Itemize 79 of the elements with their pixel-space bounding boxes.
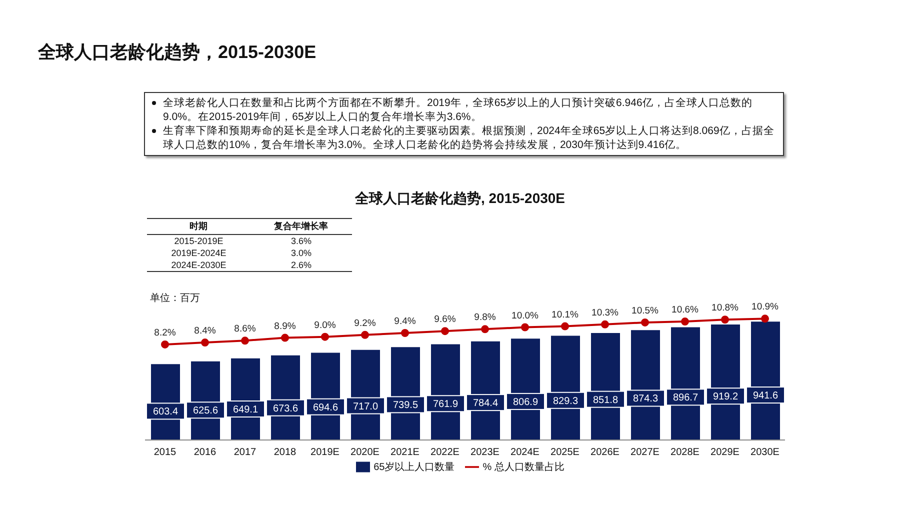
point xyxy=(681,318,689,326)
point xyxy=(161,340,169,348)
data-label: 941.6 xyxy=(752,390,778,402)
data-label: 784.4 xyxy=(472,398,498,410)
data-label: 717.0 xyxy=(352,401,378,412)
x-tick-label: 2017 xyxy=(234,447,257,458)
data-label: 603.4 xyxy=(152,406,178,418)
text: 生育率下降和预期寿命的延长是全球人口老龄化的主要驱动因素。根据预测，2024年全球65岁以上人口将达到8.069亿，占据全球人口总数的10%，复合年增长率为3.0%。全球人口老龄化的趋势将会持续发展，2030年预计达到9.416亿。 xyxy=(163,124,776,152)
data-label: 739.5 xyxy=(392,400,418,412)
data-label: 10.8% xyxy=(712,302,740,314)
point xyxy=(761,314,769,323)
point xyxy=(561,322,569,330)
point xyxy=(481,325,489,334)
data-label: 694.6 xyxy=(312,402,338,414)
x-tick-label: 2020E xyxy=(350,447,380,458)
data-label: 896.7 xyxy=(672,392,698,404)
data-label: 8.4% xyxy=(194,326,216,337)
legend-label: 65岁以上人口数量 xyxy=(374,462,455,473)
text: 全球老龄化人口在数量和占比两个方面都在不断攀升。2019年，全球65岁以上的人口预计突破6.946亿，占全球人口总数的9.0%。在2015-2019年间，65岁以上人口的复合年增长率为3.6%。 xyxy=(163,96,754,124)
data-label: 625.6 xyxy=(192,406,218,417)
x-tick-label: 2018 xyxy=(274,447,297,458)
x-tick-label: 2028E xyxy=(670,447,700,458)
point xyxy=(641,318,649,326)
text: 全球人口老龄化趋势，2015-2030E xyxy=(38,41,316,64)
x-tick-label: 2023E xyxy=(470,447,500,458)
data-label: 10.6% xyxy=(672,304,700,316)
data-label: 8.2% xyxy=(154,327,176,338)
point xyxy=(361,330,369,339)
data-label: 9.2% xyxy=(354,318,376,329)
data-label: 8.9% xyxy=(274,320,296,332)
data-label: 829.3 xyxy=(552,396,578,407)
data-label: 874.3 xyxy=(632,394,658,405)
point xyxy=(401,329,409,337)
x-tick-label: 2021E xyxy=(390,447,420,458)
x-tick-label: 2026E xyxy=(590,447,620,458)
x-tick-label: 2016 xyxy=(194,447,217,458)
text: 2015-2019E xyxy=(173,235,224,247)
data-label: 9.6% xyxy=(434,314,456,326)
point xyxy=(281,334,289,342)
point xyxy=(201,338,209,347)
text: 3.6% xyxy=(290,235,312,247)
data-label: 673.6 xyxy=(272,403,298,414)
x-tick-label: 2030E xyxy=(750,447,780,458)
x-tick-label: 2029E xyxy=(710,447,740,458)
data-label: 10.1% xyxy=(552,309,580,320)
data-label: 10.5% xyxy=(632,305,660,316)
x-tick-label: 2024E xyxy=(510,447,540,458)
data-label: 10.9% xyxy=(752,302,780,313)
data-label: 649.1 xyxy=(232,404,258,416)
data-label: 8.6% xyxy=(234,324,256,335)
data-label: 919.2 xyxy=(712,392,738,403)
data-label: 9.0% xyxy=(314,320,336,331)
point xyxy=(721,316,729,324)
data-label: 10.3% xyxy=(592,307,620,318)
x-tick-label: 2027E xyxy=(630,447,660,458)
text: 3.0% xyxy=(290,247,312,259)
x-tick-label: 2022E xyxy=(430,447,460,458)
data-label: 851.8 xyxy=(592,394,618,406)
chart-title: 全球人口老龄化趋势, 2015-2030E xyxy=(354,190,566,208)
point xyxy=(521,323,529,332)
x-tick-label: 2015 xyxy=(154,447,177,458)
data-label: 806.9 xyxy=(512,396,538,408)
text: 2.6% xyxy=(290,259,312,272)
legend-label: % 总人口数量占比 xyxy=(482,462,564,473)
data-label: 9.8% xyxy=(474,312,496,324)
text: 2024E-2030E xyxy=(170,259,228,272)
point xyxy=(241,336,249,345)
point xyxy=(601,320,609,328)
text: 2019E-2024E xyxy=(170,247,228,259)
text: 复合年增长率 xyxy=(273,220,330,233)
data-label: 10.0% xyxy=(512,310,540,322)
text: 时期 xyxy=(188,220,209,233)
data-label: 9.4% xyxy=(394,316,416,327)
data-label: 761.9 xyxy=(432,399,458,410)
x-tick-label: 2025E xyxy=(550,447,580,458)
text: 单位：百万 xyxy=(150,292,200,305)
point xyxy=(321,332,329,341)
x-tick-label: 2019E xyxy=(310,447,340,458)
point xyxy=(441,327,449,336)
